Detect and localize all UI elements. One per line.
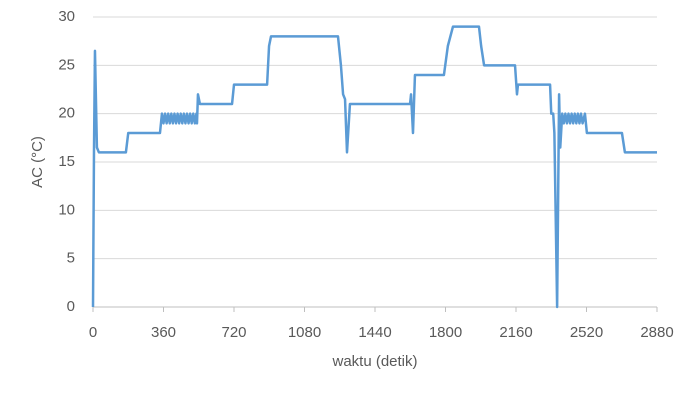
x-tick-label: 2520 xyxy=(570,324,603,341)
x-axis-label: waktu (detik) xyxy=(331,353,417,370)
data-line xyxy=(91,25,657,309)
x-tick-label: 0 xyxy=(89,324,97,341)
y-tick-label: 25 xyxy=(58,56,75,73)
y-tick-label: 10 xyxy=(58,201,75,218)
x-tick-label: 1800 xyxy=(429,324,462,341)
x-tick-label: 720 xyxy=(221,324,246,341)
y-axis-label: AC (°C) xyxy=(29,136,46,188)
y-tick-label: 15 xyxy=(58,153,75,170)
y-tick-label: 30 xyxy=(58,8,75,25)
x-tick-label: 2160 xyxy=(499,324,532,341)
x-tick-label: 2880 xyxy=(640,324,673,341)
x-tick-label: 360 xyxy=(151,324,176,341)
y-tick-label: 0 xyxy=(67,298,75,315)
y-tick-label: 5 xyxy=(67,250,75,267)
x-tick-label: 1440 xyxy=(358,324,391,341)
x-tick-label: 1080 xyxy=(288,324,321,341)
y-tick-label: 20 xyxy=(58,105,75,122)
